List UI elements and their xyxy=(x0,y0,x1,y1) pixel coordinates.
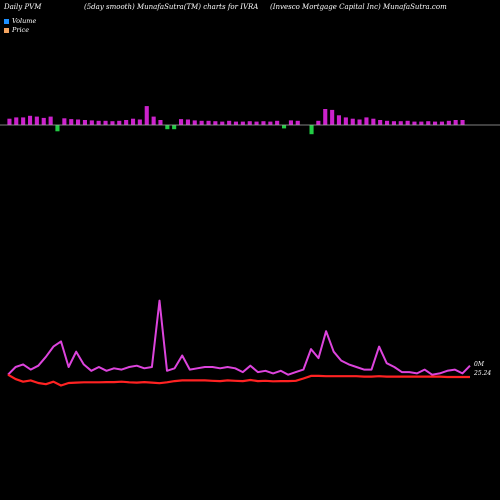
volume-bar-up xyxy=(336,115,341,125)
volume-bar-up xyxy=(185,119,190,125)
volume-bar-up xyxy=(268,121,273,125)
volume-bar-up xyxy=(323,109,328,125)
volume-bar-up xyxy=(137,119,142,125)
volume-bar-up xyxy=(433,121,438,125)
volume-bar-up xyxy=(343,117,348,125)
volume-bars xyxy=(7,106,465,135)
volume-bar-up xyxy=(227,120,232,125)
price-series-line xyxy=(7,373,470,387)
volume-bar-up xyxy=(69,119,74,125)
volume-bar-up xyxy=(21,117,26,125)
volume-bar-up xyxy=(192,120,197,125)
volume-bar-up xyxy=(330,109,335,125)
legend-price: Price xyxy=(4,26,29,34)
volume-bar-up xyxy=(460,120,465,125)
volume-bar-up xyxy=(179,119,184,125)
legend-price-swatch xyxy=(4,27,9,33)
volume-bar-up xyxy=(76,119,81,125)
pvm-series-line xyxy=(7,299,471,376)
legend-volume-label: Volume xyxy=(12,17,37,25)
volume-bar-up xyxy=(378,120,383,125)
volume-bar-up xyxy=(7,118,12,125)
volume-bar-up xyxy=(247,121,252,125)
volume-bar-down xyxy=(165,125,170,130)
legend-volume-swatch xyxy=(4,18,9,24)
volume-bar-up xyxy=(233,121,238,125)
legend-volume: Volume xyxy=(4,17,36,25)
volume-bar-up xyxy=(350,118,355,125)
volume-bar-up xyxy=(288,120,293,125)
volume-bar-up xyxy=(254,121,259,125)
volume-bar-down xyxy=(172,125,177,130)
price-level-label: 25.24 xyxy=(473,370,491,377)
volume-bar-up xyxy=(103,120,108,125)
chart-header-title: (5day smooth) MunafaSutra(TM) charts for… xyxy=(84,3,259,11)
volume-bar-up xyxy=(439,121,444,125)
volume-bar-up xyxy=(131,118,136,125)
volume-bar-up xyxy=(213,121,218,125)
volume-bar-up xyxy=(398,121,403,125)
volume-bar-up xyxy=(48,116,53,125)
volume-bar-up xyxy=(391,121,396,125)
volume-bar-up xyxy=(419,121,424,125)
volume-bar-up xyxy=(316,120,321,125)
volume-bar-up xyxy=(275,120,280,125)
volume-bar-down xyxy=(309,125,314,135)
volume-bar-up xyxy=(220,121,225,125)
volume-bar-up xyxy=(158,120,163,125)
volume-bar-down xyxy=(55,125,60,132)
volume-bar-up xyxy=(82,120,87,125)
volume-bar-up xyxy=(28,115,33,125)
volume-bar-up xyxy=(117,120,122,125)
volume-bar-up xyxy=(199,120,204,125)
volume-bar-up xyxy=(62,118,67,125)
volume-bar-up xyxy=(151,116,156,125)
volume-bar-up xyxy=(206,120,211,125)
volume-bar-up xyxy=(34,116,39,125)
volume-bar-up xyxy=(364,117,369,125)
volume-bar-up xyxy=(144,106,149,125)
volume-bar-up xyxy=(41,117,46,125)
volume-bar-up xyxy=(446,120,451,125)
volume-bar-up xyxy=(240,121,245,125)
volume-bar-up xyxy=(96,120,101,125)
chart-header-company: (Invesco Mortgage Capital Inc) MunafaSut… xyxy=(270,3,447,11)
volume-bar-up xyxy=(412,121,417,125)
volume-bar-up xyxy=(385,120,390,125)
volume-bar-up xyxy=(110,121,115,125)
volume-bar-up xyxy=(453,120,458,125)
volume-level-label: 0M xyxy=(474,361,485,368)
volume-bar-up xyxy=(124,120,129,125)
volume-bar-down xyxy=(282,125,287,129)
chart-header-left: Daily PVM xyxy=(4,3,42,11)
volume-bar-up xyxy=(89,120,94,125)
volume-bar-up xyxy=(405,120,410,125)
volume-bar-up xyxy=(14,117,19,125)
volume-bar-up xyxy=(371,118,376,125)
volume-bar-up xyxy=(261,121,266,125)
volume-bar-up xyxy=(357,119,362,125)
legend-price-label: Price xyxy=(12,26,30,34)
volume-bar-up xyxy=(295,120,300,125)
volume-bar-up xyxy=(426,121,431,125)
